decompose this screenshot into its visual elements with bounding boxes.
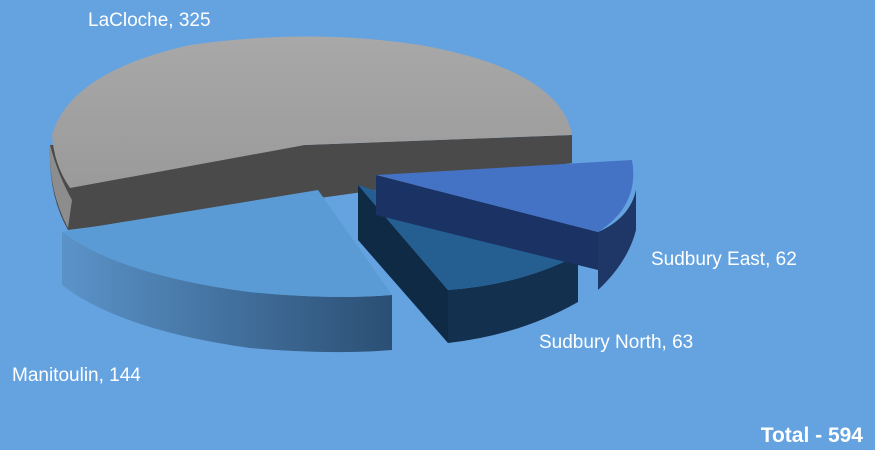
- slice-lacloche-top: [52, 36, 572, 188]
- slice-sudbury-east[interactable]: [376, 160, 636, 290]
- slice-sudbury-east-side: [598, 190, 636, 290]
- slice-sudbury-east-side-left: [376, 175, 598, 270]
- slice-sudbury-north-side: [448, 255, 578, 343]
- slice-lacloche-side-left: [49, 145, 72, 228]
- slice-manitoulin-side: [62, 232, 392, 353]
- label-sudbury-east: Sudbury East, 62: [651, 249, 797, 270]
- slice-sudbury-north-side-left: [358, 185, 448, 343]
- slice-manitoulin-top: [62, 190, 392, 297]
- slice-lacloche[interactable]: [49, 36, 573, 231]
- slice-manitoulin[interactable]: [62, 190, 392, 353]
- label-manitoulin: Manitoulin, 144: [12, 365, 141, 386]
- total-label: Total - 594: [761, 424, 864, 447]
- slice-sudbury-east-top: [376, 160, 634, 232]
- label-lacloche: LaCloche, 325: [88, 10, 211, 31]
- label-sudbury-north: Sudbury North, 63: [539, 332, 693, 353]
